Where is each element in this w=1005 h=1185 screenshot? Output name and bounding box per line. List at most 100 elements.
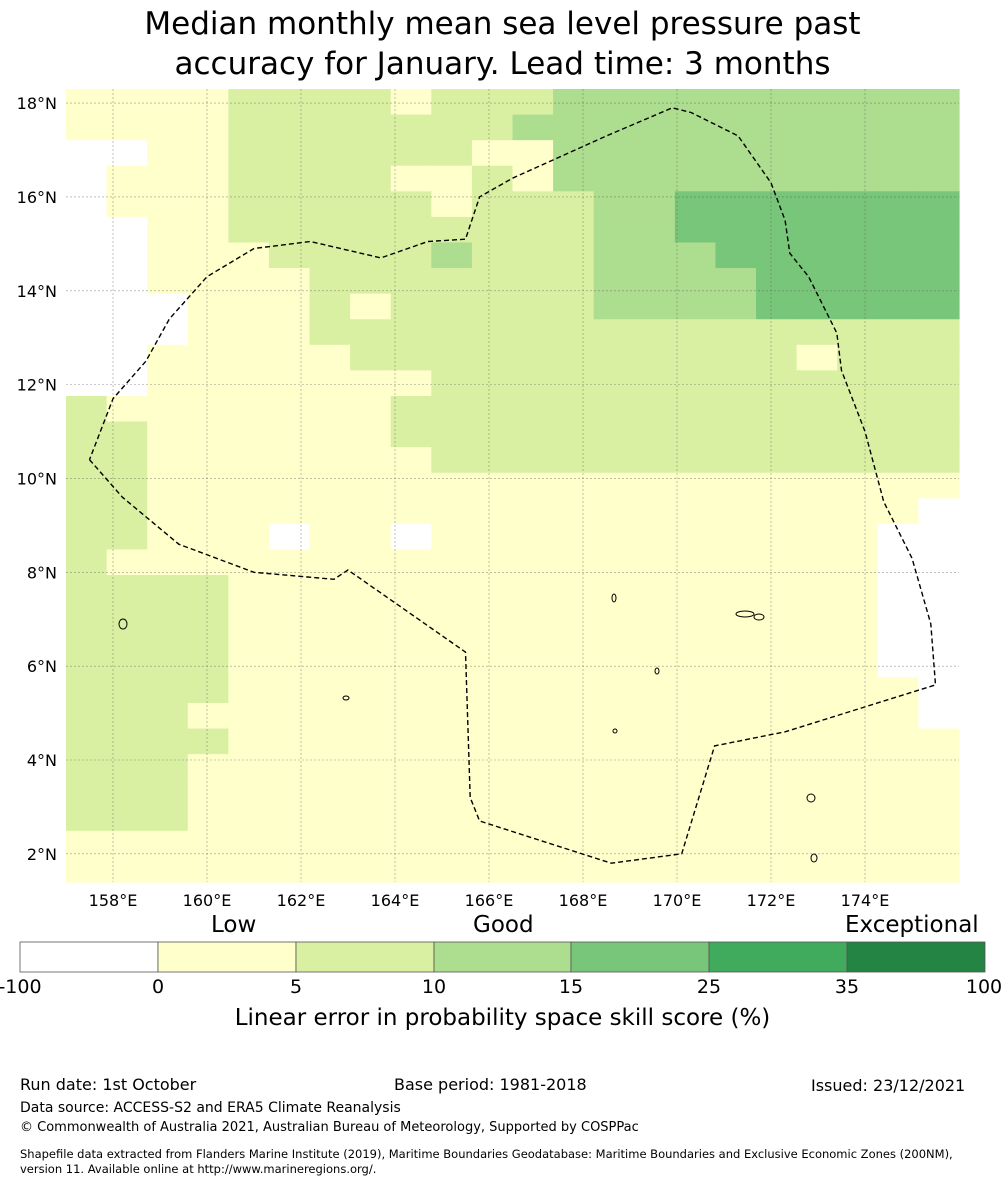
grid-cell: [674, 395, 717, 423]
grid-cell: [796, 856, 838, 883]
grid-cell: [309, 114, 351, 141]
longitude-label: 168°E: [559, 891, 608, 910]
grid-cell: [918, 114, 960, 141]
grid-cell: [431, 89, 473, 116]
grid-cell: [350, 498, 392, 525]
grid-cell: [756, 268, 798, 295]
grid-cell: [512, 140, 554, 167]
grid-cell: [877, 523, 920, 551]
grid-cell: [756, 421, 798, 448]
grid-cell: [350, 830, 392, 858]
colorbar-swatch: [157, 941, 297, 973]
grid-cell: [106, 344, 148, 371]
grid-cell: [147, 702, 189, 730]
grid-cell: [471, 293, 514, 320]
grid-cell: [268, 779, 311, 806]
grid-cell: [756, 856, 798, 883]
grid-cell: [877, 549, 920, 576]
grid-cell: [147, 754, 189, 781]
colorbar-tick: -100: [0, 976, 42, 998]
grid-cell: [756, 472, 798, 499]
grid-cell: [390, 89, 432, 116]
grid-cell: [309, 830, 351, 858]
grid-cell: [512, 677, 554, 704]
grid-cell: [796, 702, 838, 730]
grid-cell: [634, 600, 676, 627]
grid-cell: [674, 779, 717, 806]
grid-cell: [756, 165, 798, 192]
grid-cell: [147, 344, 189, 371]
grid-cell: [390, 626, 432, 653]
grid-cell: [512, 421, 554, 448]
grid-cell: [877, 651, 920, 678]
grid-cell: [918, 523, 960, 551]
grid-cell: [187, 165, 229, 192]
grid-cell: [593, 293, 635, 320]
grid-cell: [553, 293, 595, 320]
grid-cell: [187, 779, 229, 806]
grid-cell: [431, 523, 473, 551]
grid-cell: [106, 472, 148, 499]
grid-cell: [350, 293, 392, 320]
grid-cell: [431, 728, 473, 755]
grid-cell: [431, 626, 473, 653]
grid-cell: [66, 395, 108, 423]
grid-cell: [634, 523, 676, 551]
grid-cell: [66, 114, 108, 141]
colorbar-swatch: [19, 941, 159, 973]
grid-cell: [66, 421, 108, 448]
grid-cell: [593, 805, 635, 832]
grid-cell: [512, 805, 554, 832]
grid-cell: [390, 805, 432, 832]
grid-cell: [471, 626, 514, 653]
grid-cell: [66, 728, 108, 755]
grid-cell: [837, 165, 879, 192]
grid-cell: [390, 472, 432, 499]
island-outlines: [118, 593, 818, 863]
grid-cell: [877, 677, 920, 704]
grid-cell: [350, 421, 392, 448]
grid-cell: [877, 319, 920, 346]
colorbar-label: Linear error in probability space skill …: [234, 1005, 771, 1031]
grid-cell: [268, 626, 311, 653]
grid-cell: [593, 779, 635, 806]
grid-cell: [512, 89, 554, 116]
grid-cell: [390, 344, 432, 371]
grid-cell: [471, 856, 514, 883]
grid-cell: [66, 319, 108, 346]
grid-cell: [674, 114, 717, 141]
grid-cell: [187, 447, 229, 474]
grid-cell: [390, 523, 432, 551]
grid-cell: [350, 651, 392, 678]
grid-cell: [553, 830, 595, 858]
grid-cell: [66, 856, 108, 883]
grid-cell: [309, 805, 351, 832]
latitude-label: 10°N: [17, 469, 57, 488]
grid-cell: [918, 216, 960, 244]
grid-cell: [796, 421, 838, 448]
grid-cell: [796, 498, 838, 525]
grid-cell: [228, 344, 270, 371]
grid-cell: [309, 395, 351, 423]
grid-cell: [796, 140, 838, 167]
grid-cell: [187, 549, 229, 576]
grid-cell: [796, 242, 838, 269]
grid-cell: [512, 856, 554, 883]
grid-cell: [268, 472, 311, 499]
grid-cell: [471, 319, 514, 346]
grid-cell: [918, 805, 960, 832]
grid-cell: [715, 523, 757, 551]
latitude-label: 2°N: [27, 845, 57, 864]
grid-cell: [390, 114, 432, 141]
grid-cell: [350, 191, 392, 218]
grid-cell: [471, 421, 514, 448]
grid-cell: [228, 856, 270, 883]
grid-cell: [66, 242, 108, 269]
grid-cell: [756, 319, 798, 346]
grid-cell: [390, 216, 432, 244]
grid-cell: [553, 370, 595, 397]
grid-cell: [918, 754, 960, 781]
grid-cell: [674, 754, 717, 781]
grid-cell: [147, 268, 189, 295]
grid-cell: [877, 779, 920, 806]
